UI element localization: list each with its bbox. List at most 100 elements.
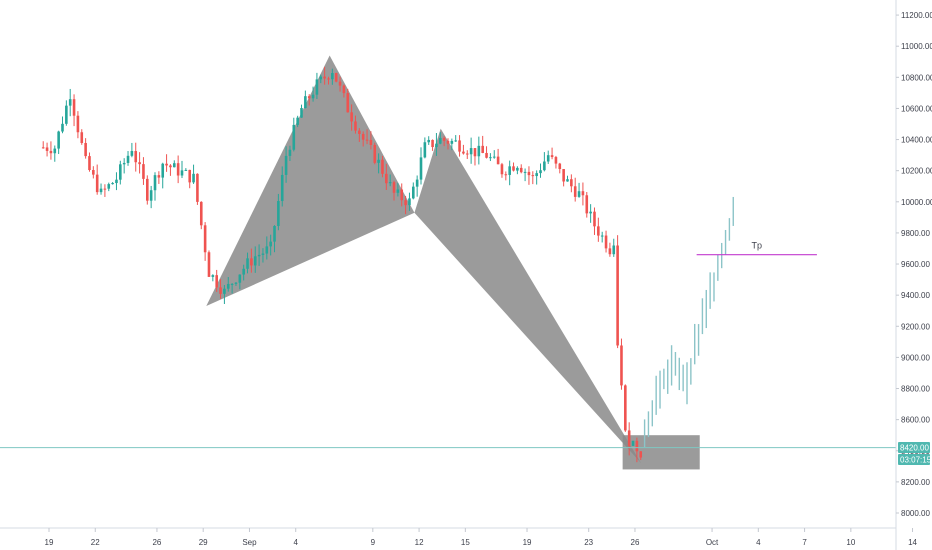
- candle-body: [450, 140, 454, 144]
- candle-body: [161, 163, 165, 178]
- y-tick-label: 8200.00: [901, 478, 930, 487]
- candle-body: [446, 140, 450, 144]
- y-tick-label: 9400.00: [901, 291, 930, 300]
- candle-body: [435, 143, 438, 148]
- candle-body: [481, 145, 484, 153]
- y-tick-label: 10000.00: [901, 198, 932, 207]
- candle-body: [49, 150, 53, 154]
- candle-body: [207, 252, 211, 277]
- candle-body: [199, 201, 203, 226]
- candle-body: [45, 147, 49, 151]
- candle-body: [338, 81, 342, 86]
- candle-body: [242, 268, 245, 275]
- candle-body: [396, 189, 400, 193]
- candle-body: [616, 245, 619, 346]
- candle-body: [84, 142, 87, 157]
- candle-body: [465, 153, 469, 155]
- countdown-label-box: [898, 454, 930, 465]
- candle-body: [546, 155, 550, 162]
- candle-body: [246, 258, 249, 269]
- candle-body: [165, 163, 168, 166]
- candle-body: [639, 451, 643, 458]
- x-tick-label: 23: [584, 538, 593, 547]
- candle-body: [377, 159, 380, 163]
- candle-body: [180, 170, 184, 176]
- candle-body: [342, 85, 346, 94]
- candle-body: [211, 275, 215, 277]
- x-tick-label: 29: [199, 538, 208, 547]
- candle-body: [153, 175, 157, 191]
- candle-body: [531, 175, 535, 177]
- candle-body: [469, 148, 473, 155]
- candle-body: [604, 235, 608, 249]
- harmonic-bcd-triangle: [414, 128, 642, 464]
- y-tick-label: 10400.00: [901, 136, 932, 145]
- y-tick-label: 10200.00: [901, 167, 932, 176]
- candle-body: [581, 191, 585, 196]
- candle-body: [265, 246, 269, 254]
- candle-body: [454, 140, 458, 142]
- candle-body: [76, 115, 80, 133]
- candle-body: [311, 94, 315, 99]
- candle-body: [315, 79, 319, 95]
- candle-body: [570, 179, 573, 187]
- y-tick-label: 9200.00: [901, 322, 930, 331]
- candle-body: [230, 283, 234, 285]
- candle-body: [361, 133, 365, 140]
- x-axis[interactable]: 19 22 26 29 Sep 4 9 12 15 19 23 26 Oct 4 7 10 14: [45, 528, 918, 547]
- candle-body: [589, 211, 592, 214]
- candle-body: [346, 93, 350, 113]
- candle-body: [566, 179, 569, 182]
- candle-body: [411, 186, 415, 199]
- candle-body: [111, 183, 114, 185]
- candle-body: [41, 147, 45, 149]
- candle-body: [492, 156, 496, 158]
- candle-body: [88, 156, 91, 171]
- candle-body: [600, 235, 604, 237]
- price-label-box: [898, 442, 930, 453]
- candle-body: [500, 164, 504, 175]
- price-labels: 8420.00 03:07:15: [898, 442, 932, 465]
- candle-body: [126, 155, 130, 163]
- candle-body: [107, 184, 111, 189]
- candle-body: [369, 139, 373, 145]
- candle-body: [577, 191, 581, 197]
- x-tick-label: 10: [846, 538, 855, 547]
- candle-body: [65, 105, 68, 124]
- candle-body: [512, 166, 515, 171]
- candle-body: [573, 186, 577, 197]
- candle-body: [80, 132, 84, 143]
- candle-body: [620, 345, 623, 386]
- candle-body: [192, 173, 195, 183]
- candle-body: [288, 149, 292, 156]
- y-tick-label: 8800.00: [901, 385, 930, 394]
- candle-body: [519, 167, 523, 173]
- candle-body: [122, 162, 126, 165]
- candle-body: [350, 112, 353, 122]
- candle-body: [296, 117, 299, 125]
- x-tick-label: 22: [91, 538, 100, 547]
- candle-body: [489, 157, 492, 159]
- y-tick-label: 11200.00: [901, 11, 932, 20]
- candle-body: [103, 188, 107, 190]
- candle-body: [504, 174, 508, 176]
- candle-body: [327, 78, 330, 80]
- y-tick-label: 9000.00: [901, 353, 930, 362]
- x-tick-label: 26: [152, 538, 161, 547]
- candle-body: [61, 123, 64, 132]
- candle-body: [92, 170, 95, 175]
- candle-body: [585, 195, 589, 214]
- candle-body: [400, 189, 404, 201]
- y-tick-label: 9600.00: [901, 260, 930, 269]
- candle-body: [485, 152, 488, 158]
- candle-body: [597, 226, 600, 236]
- candle-body: [157, 175, 161, 178]
- candle-body: [508, 166, 511, 175]
- candle-body: [319, 76, 323, 80]
- y-tick-label: 10600.00: [901, 104, 932, 113]
- candle-body: [334, 73, 338, 82]
- candle-body: [250, 258, 253, 266]
- y-tick-label: 8000.00: [901, 509, 930, 518]
